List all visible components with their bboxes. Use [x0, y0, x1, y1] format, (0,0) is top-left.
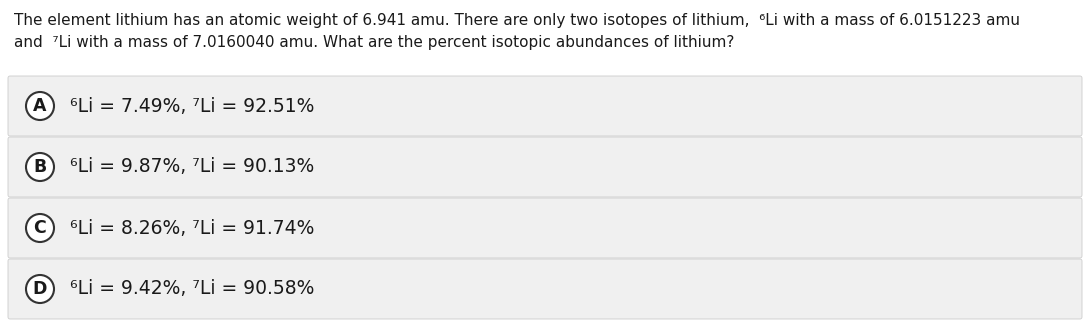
Circle shape [26, 92, 54, 120]
Text: C: C [34, 219, 47, 237]
Text: The element lithium has an atomic weight of 6.941 amu. There are only two isotop: The element lithium has an atomic weight… [14, 13, 1020, 28]
Circle shape [26, 214, 54, 242]
Text: and  ⁷Li with a mass of 7.0160040 amu. What are the percent isotopic abundances : and ⁷Li with a mass of 7.0160040 amu. Wh… [14, 35, 735, 50]
Text: ⁶Li = 7.49%, ⁷Li = 92.51%: ⁶Li = 7.49%, ⁷Li = 92.51% [70, 97, 314, 116]
Text: A: A [34, 97, 47, 115]
Circle shape [26, 153, 54, 181]
Text: ⁶Li = 8.26%, ⁷Li = 91.74%: ⁶Li = 8.26%, ⁷Li = 91.74% [70, 218, 314, 237]
FancyBboxPatch shape [8, 76, 1082, 136]
Text: ⁶Li = 9.42%, ⁷Li = 90.58%: ⁶Li = 9.42%, ⁷Li = 90.58% [70, 279, 314, 298]
Circle shape [26, 275, 54, 303]
FancyBboxPatch shape [8, 198, 1082, 258]
Text: B: B [34, 158, 47, 176]
FancyBboxPatch shape [8, 137, 1082, 197]
FancyBboxPatch shape [8, 259, 1082, 319]
Text: D: D [33, 280, 47, 298]
Text: ⁶Li = 9.87%, ⁷Li = 90.13%: ⁶Li = 9.87%, ⁷Li = 90.13% [70, 158, 314, 176]
